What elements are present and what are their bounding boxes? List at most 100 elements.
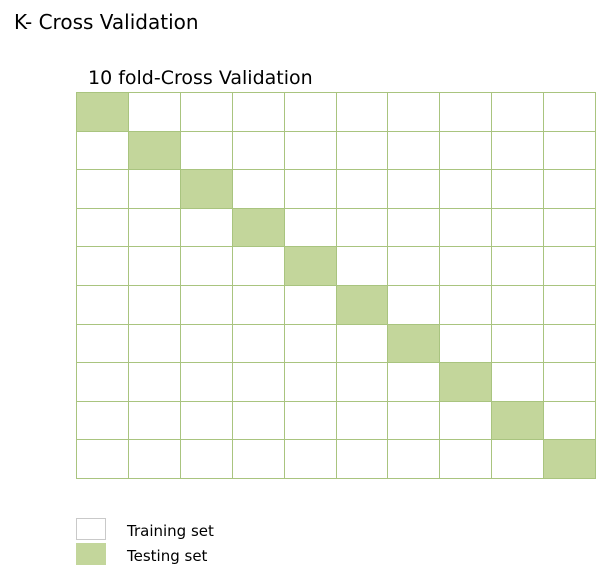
training-cell [440,247,493,286]
training-cell [180,363,233,402]
diagram-title: 10 fold-Cross Validation [88,67,313,89]
training-cell [440,401,493,441]
training-cell [492,363,545,402]
testing-cell [440,363,493,402]
training-cell [284,363,337,402]
training-cell [440,170,493,209]
fold-grid [76,92,596,479]
training-cell [128,324,181,364]
page-title: K- Cross Validation [14,10,199,34]
training-cell [232,131,285,171]
training-cell [336,440,389,479]
training-cell [180,93,233,132]
training-cell [388,363,441,402]
training-cell [232,363,285,402]
training-cell [544,401,596,441]
training-cell [440,93,493,132]
training-cell [232,285,285,325]
training-cell [440,131,493,171]
training-cell [77,170,129,209]
training-cell [544,324,596,364]
training-cell [492,247,545,286]
training-cell [492,324,545,364]
training-cell [232,170,285,209]
training-swatch [76,518,106,540]
training-cell [180,324,233,364]
training-cell [544,363,596,402]
testing-cell [180,170,233,209]
training-cell [544,131,596,171]
training-cell [388,401,441,441]
training-cell [336,93,389,132]
testing-cell [284,247,337,286]
training-cell [388,208,441,248]
training-cell [336,247,389,286]
training-cell [128,285,181,325]
training-cell [388,170,441,209]
training-cell [284,170,337,209]
training-cell [180,401,233,441]
testing-cell [77,93,129,132]
training-cell [336,131,389,171]
training-cell [77,247,129,286]
training-cell [128,363,181,402]
training-cell [284,324,337,364]
training-cell [180,285,233,325]
training-cell [440,440,493,479]
training-cell [544,93,596,132]
training-cell [440,208,493,248]
training-cell [77,363,129,402]
training-cell [128,401,181,441]
training-cell [128,247,181,286]
training-cell [232,440,285,479]
training-cell [388,247,441,286]
training-cell [544,208,596,248]
training-cell [388,285,441,325]
training-cell [77,440,129,479]
training-cell [284,401,337,441]
training-cell [544,285,596,325]
testing-cell [388,324,441,364]
training-cell [388,440,441,479]
legend-label-testing: Testing set [127,547,208,565]
testing-cell [232,208,285,248]
training-cell [492,285,545,325]
testing-cell [544,440,596,479]
training-cell [492,131,545,171]
training-cell [544,170,596,209]
legend-label-training: Training set [127,522,214,540]
training-cell [180,208,233,248]
training-cell [77,131,129,171]
training-cell [388,93,441,132]
training-cell [284,285,337,325]
training-cell [128,208,181,248]
training-cell [544,247,596,286]
training-cell [440,324,493,364]
training-cell [77,324,129,364]
training-cell [180,131,233,171]
training-cell [284,208,337,248]
training-cell [388,131,441,171]
training-cell [492,208,545,248]
training-cell [128,440,181,479]
training-cell [232,324,285,364]
training-cell [336,401,389,441]
training-cell [492,440,545,479]
testing-swatch [76,543,106,565]
training-cell [180,440,233,479]
training-cell [77,208,129,248]
training-cell [492,93,545,132]
training-cell [440,285,493,325]
training-cell [232,247,285,286]
training-cell [180,247,233,286]
training-cell [336,324,389,364]
testing-cell [492,401,545,441]
training-cell [77,285,129,325]
training-cell [284,93,337,132]
training-cell [284,131,337,171]
training-cell [128,93,181,132]
training-cell [336,363,389,402]
training-cell [284,440,337,479]
testing-cell [336,285,389,325]
training-cell [232,401,285,441]
